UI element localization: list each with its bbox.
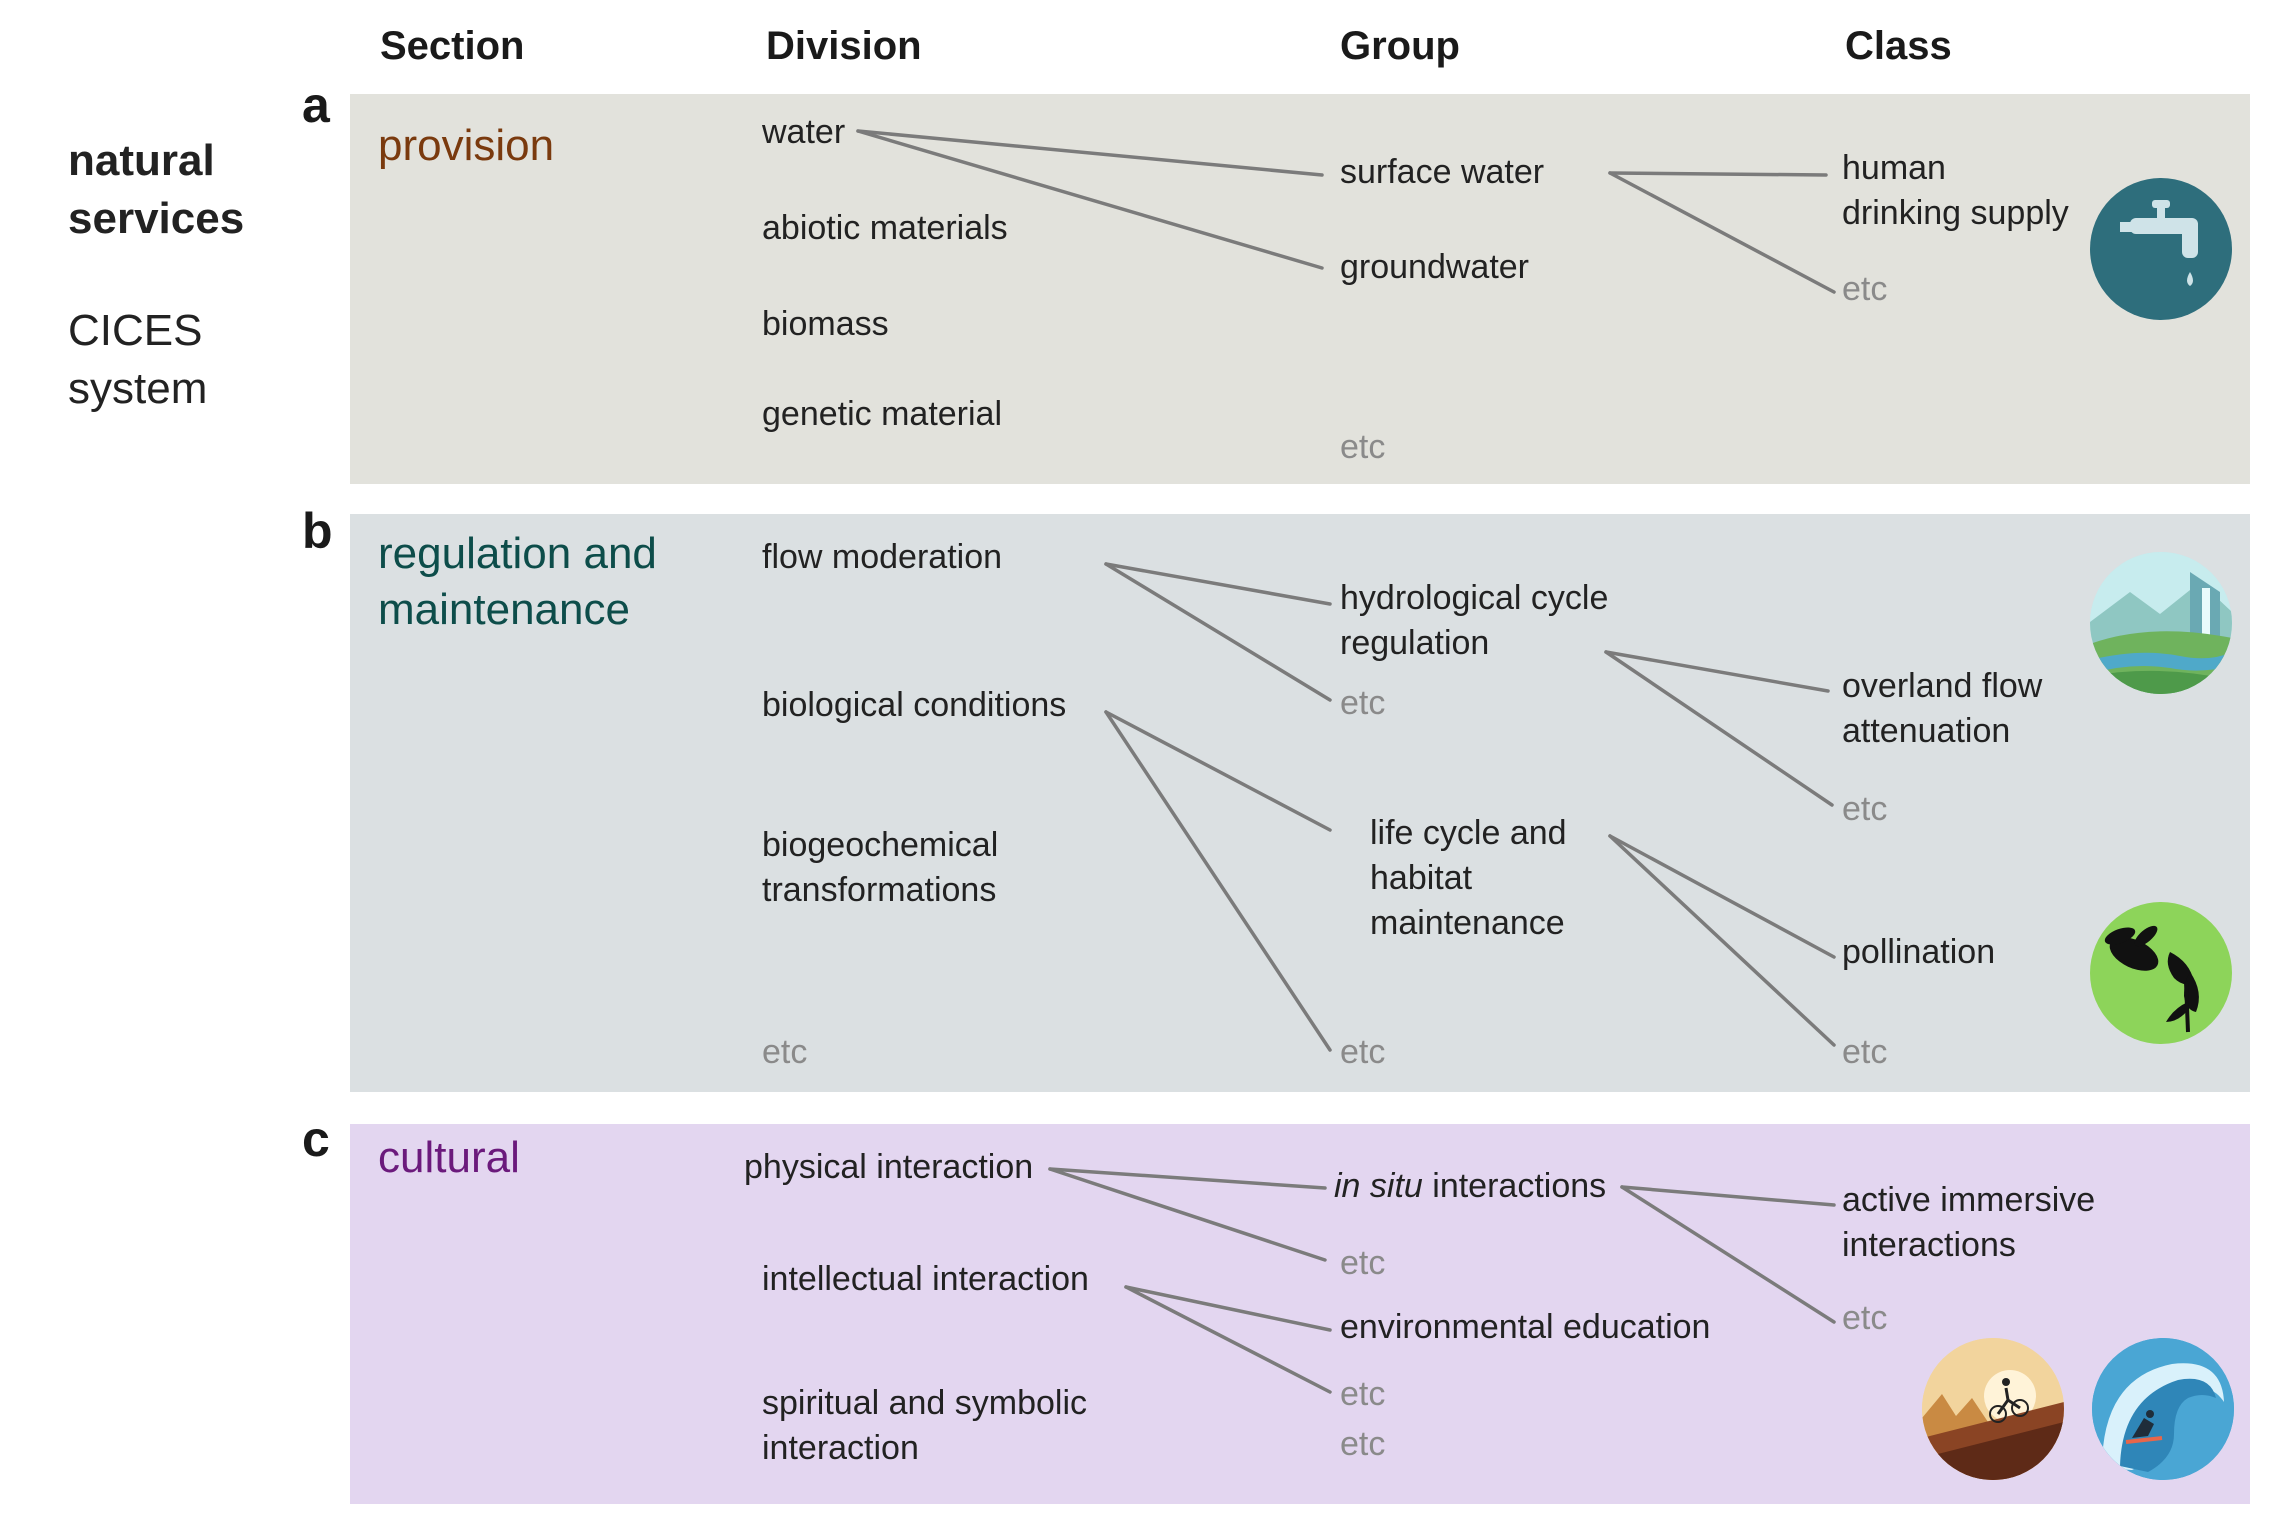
left-title-bold: natural services (68, 132, 244, 248)
group-life-cycle-habitat-maintenance: life cycle and habitat maintenance (1370, 811, 1567, 946)
division-line: transformations (762, 871, 997, 909)
class-active-immersive-interactions: active immersive interactions (1842, 1178, 2095, 1268)
class-etc-2: etc (1842, 1033, 1888, 1071)
section-line: maintenance (378, 585, 630, 634)
group-etc-2: etc (1340, 1375, 1386, 1413)
panel-letter-a: a (302, 77, 330, 133)
panel-b-regulation (350, 514, 2250, 1092)
class-line: human (1842, 149, 1946, 187)
title-line-cices: CICES (68, 306, 203, 355)
group-groundwater: groundwater (1340, 248, 1530, 286)
division-intellectual-interaction: intellectual interaction (762, 1260, 1089, 1298)
group-etc-1: etc (1340, 684, 1386, 722)
class-line: active immersive (1842, 1181, 2096, 1219)
division-line: biogeochemical (762, 826, 999, 864)
in-situ-rest: interactions (1422, 1167, 1607, 1205)
division-line: spiritual and symbolic (762, 1384, 1088, 1422)
division-flow-moderation: flow moderation (762, 538, 1003, 576)
division-physical-interaction: physical interaction (744, 1148, 1034, 1186)
group-in-situ-interactions: in situ interactions (1334, 1164, 1606, 1209)
panel-letter-b: b (302, 503, 333, 559)
division-water: water (762, 113, 846, 151)
panel-letter-c: c (302, 1111, 330, 1167)
bee-pollination-icon (2090, 902, 2232, 1044)
division-spiritual-symbolic-interaction: spiritual and symbolic interaction (762, 1381, 1087, 1471)
in-situ-italic: in situ (1334, 1167, 1423, 1205)
header-section: Section (380, 24, 525, 68)
group-line: maintenance (1370, 904, 1565, 942)
group-line: life cycle and (1370, 814, 1567, 852)
class-line: attenuation (1842, 712, 2011, 750)
cyclist-sunset-icon (1922, 1338, 2064, 1480)
class-overland-flow-attenuation: overland flow attenuation (1842, 664, 2042, 754)
division-line: interaction (762, 1429, 919, 1467)
left-title-regular: CICES system (68, 302, 207, 418)
group-line: regulation (1340, 624, 1490, 662)
group-line: habitat (1370, 859, 1473, 897)
group-etc-2: etc (1340, 1033, 1386, 1071)
group-etc: etc (1340, 428, 1386, 466)
header-group: Group (1340, 24, 1460, 68)
group-environmental-education: environmental education (1340, 1308, 1711, 1346)
class-etc: etc (1842, 1299, 1888, 1337)
header-class: Class (1845, 24, 1952, 68)
division-biomass: biomass (762, 305, 889, 343)
group-hydrological-cycle-regulation: hydrological cycle regulation (1340, 576, 1608, 666)
title-line-services: services (68, 194, 245, 243)
section-provision: provision (378, 121, 555, 170)
group-etc-1: etc (1340, 1244, 1386, 1282)
river-landscape-icon (2090, 552, 2232, 694)
class-pollination: pollination (1842, 933, 1996, 971)
title-line-system: system (68, 364, 208, 413)
class-etc-1: etc (1842, 790, 1888, 828)
division-abiotic-materials: abiotic materials (762, 209, 1008, 247)
water-tap-icon (2090, 178, 2232, 320)
section-cultural: cultural (378, 1133, 520, 1182)
title-line-natural: natural (68, 136, 215, 185)
section-regulation-maintenance: regulation and maintenance (378, 526, 657, 638)
surfer-wave-icon (2092, 1338, 2234, 1480)
class-human-drinking-supply: human drinking supply (1842, 146, 2069, 236)
panel-a-provision (350, 94, 2250, 484)
division-genetic-material: genetic material (762, 395, 1003, 433)
class-etc: etc (1842, 270, 1888, 308)
class-line: overland flow (1842, 667, 2043, 705)
header-division: Division (766, 24, 922, 68)
division-biological-conditions: biological conditions (762, 686, 1067, 724)
section-line: regulation and (378, 529, 657, 578)
class-line: drinking supply (1842, 194, 2069, 232)
group-surface-water: surface water (1340, 153, 1545, 191)
group-etc-3: etc (1340, 1425, 1386, 1463)
division-biogeochemical-transformations: biogeochemical transformations (762, 823, 998, 913)
class-line: interactions (1842, 1226, 2016, 1264)
division-etc: etc (762, 1033, 808, 1071)
group-line: hydrological cycle (1340, 579, 1609, 617)
